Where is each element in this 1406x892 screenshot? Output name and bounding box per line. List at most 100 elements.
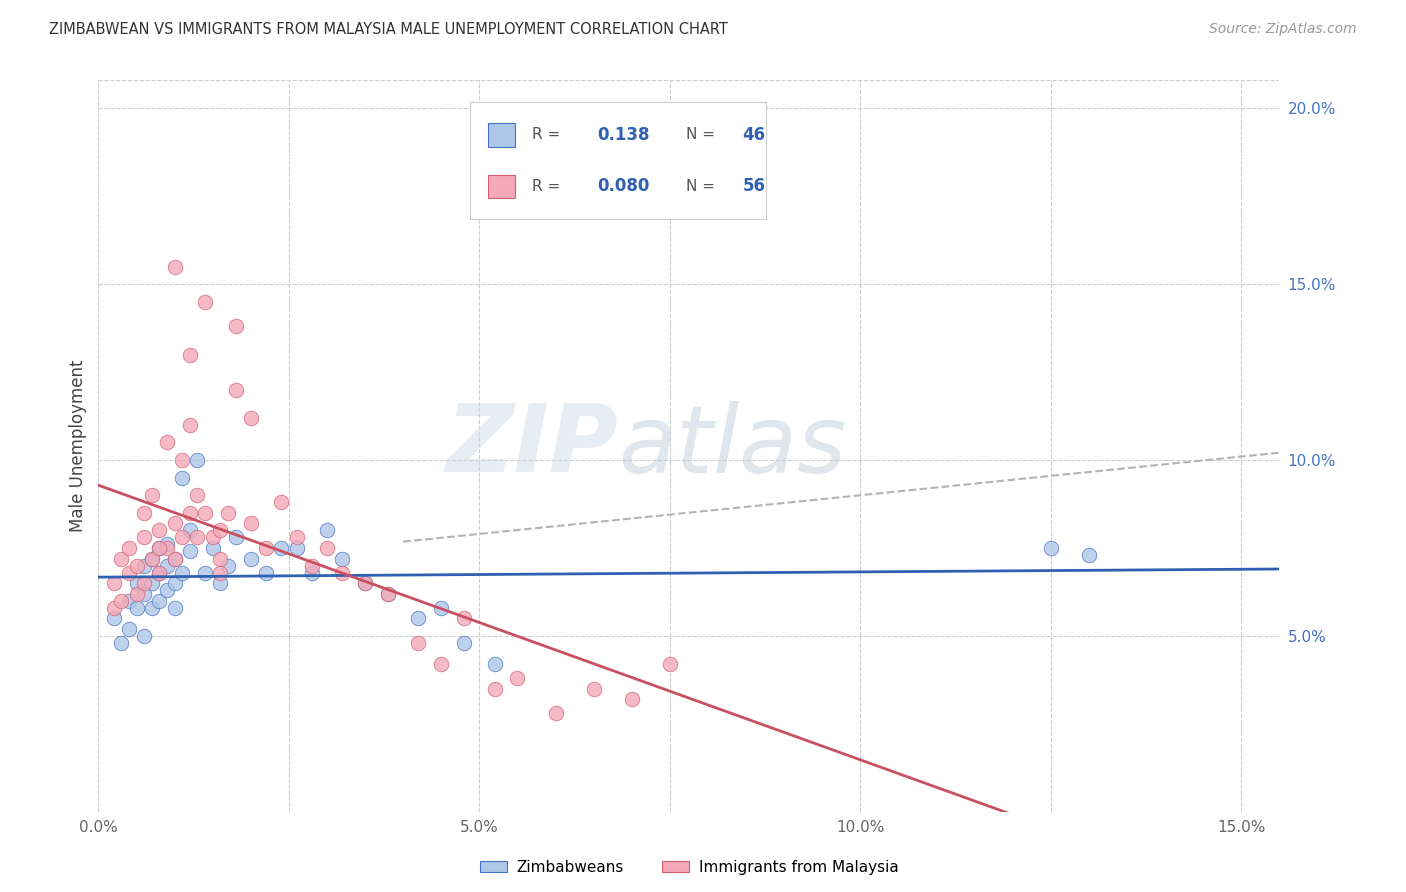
Point xyxy=(194,294,217,309)
Point xyxy=(110,593,132,607)
Point xyxy=(453,611,475,625)
Point xyxy=(209,576,232,591)
Point xyxy=(179,524,201,538)
Text: Source: ZipAtlas.com: Source: ZipAtlas.com xyxy=(1209,22,1357,37)
Point xyxy=(1039,541,1062,555)
Point xyxy=(544,706,567,721)
Point xyxy=(217,506,239,520)
Point xyxy=(209,551,232,566)
FancyBboxPatch shape xyxy=(471,103,766,219)
Point xyxy=(172,453,194,467)
Text: atlas: atlas xyxy=(619,401,846,491)
Point xyxy=(148,541,170,555)
Point xyxy=(156,537,179,551)
Point xyxy=(285,530,308,544)
Text: ZIP: ZIP xyxy=(446,400,619,492)
Point xyxy=(156,558,179,573)
Point xyxy=(270,541,292,555)
Point xyxy=(354,576,377,591)
Point xyxy=(118,541,141,555)
Point xyxy=(186,530,208,544)
Point xyxy=(377,587,399,601)
Point xyxy=(377,587,399,601)
Text: 0.080: 0.080 xyxy=(598,178,650,195)
Point xyxy=(270,495,292,509)
Point xyxy=(141,551,163,566)
Text: 56: 56 xyxy=(742,178,765,195)
Point xyxy=(201,541,224,555)
Point xyxy=(134,629,156,643)
Point xyxy=(156,583,179,598)
Point xyxy=(163,600,186,615)
Point xyxy=(484,681,506,696)
Text: N =: N = xyxy=(686,128,720,143)
Point xyxy=(239,410,262,425)
Point xyxy=(225,530,247,544)
Point xyxy=(125,576,148,591)
Point xyxy=(172,530,194,544)
Point xyxy=(141,551,163,566)
Point xyxy=(408,636,430,650)
Point xyxy=(453,636,475,650)
Point xyxy=(179,506,201,520)
Point xyxy=(103,611,125,625)
Point xyxy=(172,470,194,484)
Point xyxy=(430,657,453,671)
Point xyxy=(172,566,194,580)
Point xyxy=(118,566,141,580)
Point xyxy=(209,524,232,538)
Point xyxy=(134,576,156,591)
Point xyxy=(179,348,201,362)
Text: 46: 46 xyxy=(742,126,766,144)
Point xyxy=(148,566,170,580)
Point xyxy=(156,541,179,555)
Point xyxy=(484,657,506,671)
Point xyxy=(148,541,170,555)
Point xyxy=(103,600,125,615)
Text: ZIMBABWEAN VS IMMIGRANTS FROM MALAYSIA MALE UNEMPLOYMENT CORRELATION CHART: ZIMBABWEAN VS IMMIGRANTS FROM MALAYSIA M… xyxy=(49,22,728,37)
Point xyxy=(209,566,232,580)
Point xyxy=(141,576,163,591)
Point xyxy=(103,576,125,591)
Point xyxy=(125,600,148,615)
Point xyxy=(186,453,208,467)
Point xyxy=(285,541,308,555)
Point xyxy=(141,600,163,615)
Point xyxy=(118,622,141,636)
Point xyxy=(620,692,643,706)
Point xyxy=(408,611,430,625)
FancyBboxPatch shape xyxy=(488,123,515,146)
Point xyxy=(201,530,224,544)
Point xyxy=(186,488,208,502)
Point xyxy=(582,681,605,696)
Point xyxy=(163,576,186,591)
Point xyxy=(301,558,323,573)
Point xyxy=(194,506,217,520)
Point xyxy=(225,383,247,397)
Point xyxy=(134,506,156,520)
Point xyxy=(163,551,186,566)
Point xyxy=(658,657,681,671)
Point xyxy=(125,558,148,573)
Text: N =: N = xyxy=(686,179,720,194)
Point xyxy=(163,260,186,274)
Point xyxy=(148,566,170,580)
FancyBboxPatch shape xyxy=(488,175,515,198)
Point xyxy=(254,541,277,555)
Point xyxy=(239,516,262,531)
Point xyxy=(156,435,179,450)
Point xyxy=(110,551,132,566)
Text: R =: R = xyxy=(533,179,565,194)
Point xyxy=(254,566,277,580)
Text: 0.138: 0.138 xyxy=(598,126,650,144)
Point xyxy=(330,566,353,580)
Point xyxy=(163,551,186,566)
Point xyxy=(148,524,170,538)
Point xyxy=(239,551,262,566)
Point xyxy=(125,587,148,601)
Point xyxy=(217,558,239,573)
Point xyxy=(330,551,353,566)
Point xyxy=(179,544,201,558)
Point xyxy=(225,319,247,334)
Point xyxy=(506,671,529,685)
